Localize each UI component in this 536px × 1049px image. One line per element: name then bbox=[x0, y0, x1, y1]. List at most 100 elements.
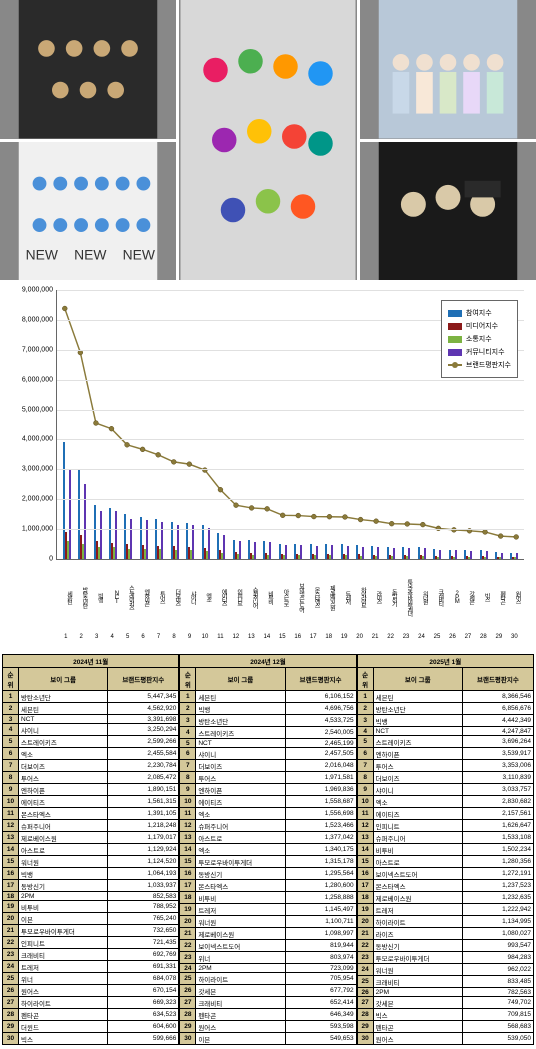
table-row: 17몬스타엑스1,237,523 bbox=[357, 880, 533, 892]
table-row: 19비투비788,952 bbox=[3, 901, 179, 913]
table-row: 27크래비티652,414 bbox=[180, 997, 356, 1009]
bar-group bbox=[306, 290, 321, 559]
table-row: 22보이넥스트도어819,944 bbox=[180, 940, 356, 952]
table-row: 7더보이즈2,230,784 bbox=[3, 760, 179, 772]
table-row: 8투어스1,971,581 bbox=[180, 772, 356, 784]
table-row: 28펜타곤634,523 bbox=[3, 1009, 179, 1021]
x-label: 펜타곤 bbox=[491, 562, 506, 632]
x-label: 스트레이키즈 bbox=[120, 562, 135, 632]
table-row: 3방탄소년단4,533,725 bbox=[180, 715, 356, 727]
table-row: 24워너원962,022 bbox=[357, 964, 533, 976]
table-row: 14비투비1,502,234 bbox=[357, 844, 533, 856]
table-row: 4스트레이키즈2,540,005 bbox=[180, 727, 356, 739]
x-label: 세븐틴 bbox=[58, 562, 73, 632]
table-row: 16동방신기1,295,564 bbox=[180, 868, 356, 880]
legend-item: 참여지수 bbox=[448, 308, 511, 318]
table-row: 16빅뱅1,064,193 bbox=[3, 868, 179, 880]
table-row: 10엑소2,830,682 bbox=[357, 796, 533, 808]
table-row: 28빅스709,815 bbox=[357, 1009, 533, 1021]
table-row: 9엔하이픈1,969,836 bbox=[180, 784, 356, 796]
svg-text:NEW: NEW bbox=[26, 246, 59, 262]
col-header: 보이 그룹 bbox=[19, 668, 108, 691]
col-header: 순위 bbox=[357, 668, 373, 691]
photo-3 bbox=[360, 0, 536, 139]
svg-text:NEW: NEW bbox=[74, 246, 107, 262]
table-row: 26갓세븐677,792 bbox=[180, 985, 356, 997]
month-table: 2024년 12월순위보이 그룹브랜드평판지수1세븐틴6,106,1522빅뱅4… bbox=[179, 654, 356, 1045]
x-label: 방탄소년단 bbox=[73, 562, 88, 632]
col-header: 순위 bbox=[3, 668, 19, 691]
x-label: 라이즈 bbox=[367, 562, 382, 632]
table-row: 28펜타곤646,349 bbox=[180, 1009, 356, 1021]
photo-grid: NEW NEW NEW bbox=[0, 0, 536, 280]
x-label: 2PM bbox=[445, 562, 460, 632]
y-tick: 3,000,000 bbox=[22, 466, 53, 473]
table-row: 22동방신기993,547 bbox=[357, 940, 533, 952]
x-label: 워너원 bbox=[414, 562, 429, 632]
x-label: 비투비 bbox=[259, 562, 274, 632]
table-row: 18비투비1,258,888 bbox=[180, 892, 356, 904]
x-label: 크래비티 bbox=[429, 562, 444, 632]
table-row: 5스트레이키즈2,599,266 bbox=[3, 736, 179, 748]
table-row: 2빅뱅4,696,756 bbox=[180, 703, 356, 715]
ranking-table: 2025년 1월순위보이 그룹브랜드평판지수1세븐틴8,366,5462방탄소년… bbox=[357, 654, 534, 1045]
bar-group bbox=[90, 290, 105, 559]
table-row: 13제로베이스원1,179,017 bbox=[3, 832, 179, 844]
table-row: 13슈퍼주니어1,533,108 bbox=[357, 832, 533, 844]
photo-4: NEW NEW NEW bbox=[0, 142, 176, 281]
bar-group bbox=[167, 290, 182, 559]
col-header: 브랜드평판지수 bbox=[108, 668, 179, 691]
x-label: 트레저 bbox=[336, 562, 351, 632]
y-tick: 4,000,000 bbox=[22, 436, 53, 443]
table-row: 12슈퍼주니어1,218,248 bbox=[3, 820, 179, 832]
table-row: 14아스트로1,129,924 bbox=[3, 844, 179, 856]
x-label: 투모로우바이투게더 bbox=[398, 562, 413, 632]
bar-group bbox=[136, 290, 151, 559]
table-row: 20하이라이트1,134,995 bbox=[357, 916, 533, 928]
table-row: 21제로베이스원1,098,997 bbox=[180, 928, 356, 940]
table-row: 19트레저1,222,942 bbox=[357, 904, 533, 916]
y-tick: 1,000,000 bbox=[22, 526, 53, 533]
table-row: 13아스트로1,377,042 bbox=[180, 832, 356, 844]
ranking-table: 2024년 12월순위보이 그룹브랜드평판지수1세븐틴6,106,1522빅뱅4… bbox=[179, 654, 356, 1045]
x-label: 엑소 bbox=[197, 562, 212, 632]
table-row: 11엑소1,556,698 bbox=[180, 808, 356, 820]
table-row: 1세븐틴8,366,546 bbox=[357, 691, 533, 703]
chart-legend: 참여지수미디어지수소통지수커뮤니티지수브랜드평판지수 bbox=[441, 300, 518, 378]
table-row: 24트레저691,331 bbox=[3, 961, 179, 973]
month-table: 2025년 1월순위보이 그룹브랜드평판지수1세븐틴8,366,5462방탄소년… bbox=[357, 654, 534, 1045]
table-row: 25크래비티833,485 bbox=[357, 976, 533, 988]
table-row: 23크래비티692,769 bbox=[3, 949, 179, 961]
bar-group bbox=[121, 290, 136, 559]
bar-group bbox=[368, 290, 383, 559]
x-nums: 1234567891011121314151617181920212223242… bbox=[56, 632, 524, 640]
table-row: 262PM782,563 bbox=[357, 988, 533, 997]
table-row: 25위너684,078 bbox=[3, 973, 179, 985]
bar-group bbox=[152, 290, 167, 559]
x-label: 인피니트 bbox=[228, 562, 243, 632]
table-row: 29펜타곤568,683 bbox=[357, 1021, 533, 1033]
ranking-table: 2024년 11월순위보이 그룹브랜드평판지수1방탄소년단5,447,3452세… bbox=[2, 654, 179, 1045]
bar-group bbox=[352, 290, 367, 559]
x-label: 슈퍼주니어 bbox=[244, 562, 259, 632]
table-row: 5NCT2,465,199 bbox=[180, 739, 356, 748]
table-row: 30이븐549,653 bbox=[180, 1033, 356, 1045]
table-row: 242PM723,099 bbox=[180, 964, 356, 973]
table-row: 16보이넥스트도어1,272,191 bbox=[357, 868, 533, 880]
month-header: 2025년 1월 bbox=[357, 655, 533, 668]
x-label: 샤이니 bbox=[182, 562, 197, 632]
svg-text:NEW: NEW bbox=[123, 246, 156, 262]
table-row: 10에이티즈1,561,315 bbox=[3, 796, 179, 808]
bar-group bbox=[414, 290, 429, 559]
table-row: 21투모로우바이투게더732,650 bbox=[3, 925, 179, 937]
bar-group bbox=[59, 290, 74, 559]
col-header: 브랜드평판지수 bbox=[462, 668, 533, 691]
x-label: 하이라이트 bbox=[352, 562, 367, 632]
bar-group bbox=[198, 290, 213, 559]
y-axis: 01,000,0002,000,0003,000,0004,000,0005,0… bbox=[7, 290, 55, 559]
table-row: 12인피니트1,626,647 bbox=[357, 820, 533, 832]
col-header: 순위 bbox=[180, 668, 196, 691]
y-tick: 8,000,000 bbox=[22, 316, 53, 323]
table-row: 8투어스2,085,472 bbox=[3, 772, 179, 784]
table-row: 27하이라이트669,323 bbox=[3, 997, 179, 1009]
